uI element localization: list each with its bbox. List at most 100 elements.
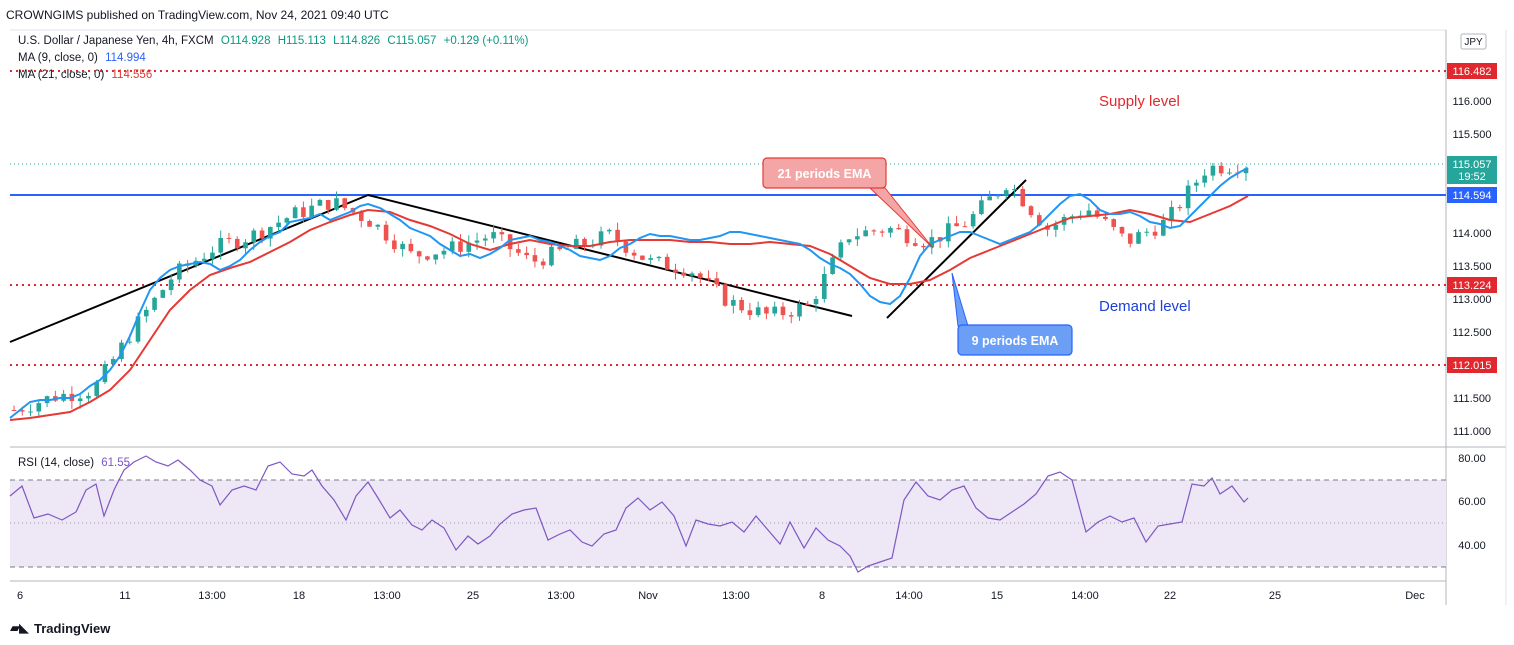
candle-body [1177, 206, 1183, 209]
candle-body [921, 245, 926, 248]
candle-body [259, 230, 265, 239]
candle-body [979, 200, 984, 215]
candle-body [1218, 165, 1224, 174]
supply-level-text: Supply level [1099, 93, 1180, 110]
candle-body [863, 230, 868, 237]
symbol-name: U.S. Dollar / Japanese Yen, 4h, FXCM [18, 35, 214, 47]
candle-body [896, 227, 902, 230]
footer-brand[interactable]: ▰◣ TradingView [10, 620, 110, 636]
time-tick-label: 11 [119, 590, 130, 602]
candle-body [1136, 232, 1141, 244]
time-tick-label: 13:00 [373, 590, 401, 602]
candle-body [1111, 219, 1117, 227]
rsi-tick-label: 80.00 [1458, 453, 1486, 465]
candle-body [1243, 168, 1249, 174]
candle-body [342, 198, 348, 209]
candle-body [292, 207, 298, 219]
time-tick-label: 25 [467, 590, 479, 602]
candle-body [449, 241, 455, 251]
candle-body [573, 238, 579, 249]
label-support-bg [1447, 357, 1497, 373]
label-resistance: 114.594 [1453, 190, 1492, 202]
label-support: 112.015 [1453, 360, 1492, 372]
price-tick-label: 111.500 [1453, 393, 1491, 405]
candle-body [416, 251, 422, 257]
candle-body [375, 224, 381, 227]
candle-body [788, 315, 794, 317]
candle-body [681, 272, 687, 276]
candle-body [582, 238, 587, 246]
candle-body [160, 290, 166, 298]
label-resistance-bg [1447, 187, 1497, 203]
candle-body [673, 269, 678, 273]
time-tick-label: 14:00 [1071, 590, 1099, 602]
ema21-callout-text: 21 periods EMA [778, 167, 872, 181]
label-demand-bg [1447, 277, 1497, 293]
rsi-axis[interactable]: 40.00 60.00 80.00 [1458, 453, 1486, 552]
candles-group [11, 162, 1249, 418]
chart-frame [10, 29, 1507, 605]
candle-body [1202, 175, 1207, 183]
candle-body [607, 229, 612, 232]
candle-body [168, 279, 174, 291]
currency-badge-bg [1460, 33, 1487, 50]
candle-body [549, 246, 554, 266]
candle-body [722, 284, 728, 306]
price-tick-label: 115.500 [1453, 129, 1492, 141]
candle-body [970, 214, 976, 227]
candle-body [284, 218, 290, 223]
label-countdown: 19:52 [1458, 171, 1486, 183]
label-current-bg [1447, 156, 1497, 184]
candle-body [714, 278, 720, 285]
rsi-tick-label: 40.00 [1458, 540, 1486, 552]
candle-body [615, 229, 620, 242]
candle-body [731, 299, 736, 306]
candle-body [383, 224, 389, 241]
price-tick-label: 113.000 [1453, 294, 1492, 306]
candle-body [441, 250, 447, 255]
ema21-callout-box [762, 157, 887, 189]
key-levels [10, 70, 1446, 366]
label-current: 115.057 [1453, 159, 1492, 171]
time-axis[interactable]: 6 11 13:00 18 13:00 25 13:00 Nov 13:00 8 14:00 15 14… [17, 590, 1425, 602]
candle-body [234, 238, 240, 249]
candle-body [1152, 231, 1158, 236]
candle-body [94, 382, 99, 396]
price-tick-label: 112.500 [1453, 327, 1492, 339]
candle-body [433, 254, 438, 260]
label-supply-bg [1447, 63, 1497, 79]
candle-body [689, 273, 695, 276]
candle-body [656, 256, 662, 259]
candle-body [1127, 233, 1133, 244]
candle-body [1194, 182, 1199, 186]
candle-body [28, 411, 33, 413]
candle-body [491, 232, 496, 239]
time-tick-label: Dec [1405, 590, 1425, 602]
ma21-line [9, 195, 1249, 421]
candle-body [152, 297, 157, 310]
candle-body [640, 255, 645, 260]
candle-body [110, 358, 116, 365]
time-tick-label: 18 [293, 590, 305, 602]
time-tick-label: 14:00 [895, 590, 923, 602]
time-tick-label: 6 [17, 590, 23, 602]
ema9-callout-pointer [951, 272, 969, 327]
price-axis[interactable]: 111.000111.500112.000112.500113.000113.5… [1453, 63, 1492, 438]
candle-body [855, 236, 860, 240]
rsi-legend: RSI (14, close) 61.55 [18, 457, 130, 469]
candle-body [540, 261, 546, 266]
ema21-callout: 21 periods EMA [762, 157, 934, 249]
ma9-line [9, 167, 1249, 419]
rsi-label: RSI (14, close) [18, 457, 95, 469]
rsi-tick-label: 60.00 [1458, 496, 1486, 508]
candle-body [1053, 224, 1059, 230]
candle-body [201, 258, 207, 261]
candle-body [86, 395, 91, 399]
candle-body [400, 243, 405, 250]
candle-body [243, 242, 248, 249]
candle-body [1161, 219, 1166, 236]
currency-badge[interactable]: JPY [1460, 33, 1487, 50]
breakout-trend-line [886, 179, 1027, 319]
price-tick-label: 111.000 [1453, 426, 1491, 438]
